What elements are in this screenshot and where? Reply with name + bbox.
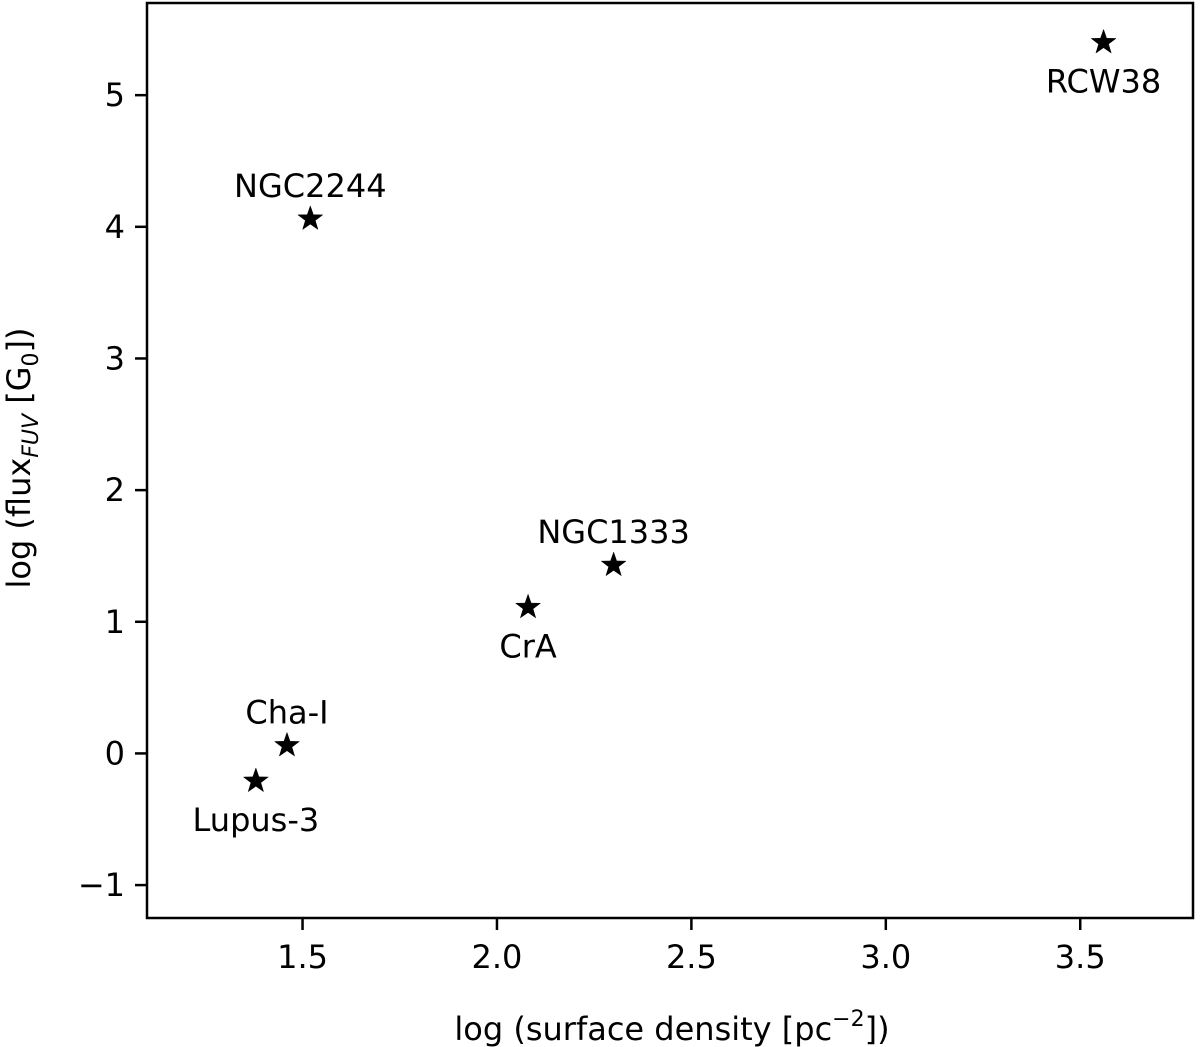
y-axis-label-main: log (flux	[0, 458, 38, 589]
x-tick-label: 3.0	[860, 938, 911, 976]
y-tick-label: 0	[105, 734, 125, 772]
plot-frame	[145, 1, 1195, 920]
data-point-label: Cha-I	[245, 694, 328, 732]
y-tick-label: 5	[105, 76, 125, 114]
data-point-label: NGC2244	[234, 167, 387, 205]
x-tick-label: 2.5	[666, 938, 717, 976]
data-point-star	[242, 767, 269, 793]
x-axis-label-tail: ])	[865, 1010, 890, 1047]
data-point-star	[600, 551, 627, 577]
y-tick-label: 1	[105, 603, 125, 641]
y-tick-label: 3	[105, 339, 125, 377]
data-point-label: RCW38	[1046, 62, 1161, 100]
y-tick-label: 4	[105, 208, 125, 246]
y-tick-label: −1	[78, 866, 125, 904]
y-axis-label-tail: ])	[0, 327, 38, 352]
y-axis-label-subscript-2: 0	[19, 352, 44, 366]
x-tick-label: 1.5	[277, 938, 328, 976]
data-point-label: NGC1333	[537, 513, 690, 551]
x-axis-label: log (surface density [pc−2])	[454, 1007, 889, 1047]
x-tick-label: 3.5	[1055, 938, 1106, 976]
y-axis-label-subscript: FUV	[19, 412, 44, 458]
plot-area: 1.5 2.0 2.5 3.0 3.5 −1 0 1 2 3 4 5 RCW38 NGC2244 NGC13…	[78, 1, 1195, 976]
x-tick-label: 2.0	[472, 938, 523, 976]
data-point-star	[273, 731, 301, 757]
data-point-star	[514, 593, 542, 619]
x-axis-label-main: log (surface density [pc	[454, 1010, 832, 1047]
data-point-star	[1090, 28, 1117, 54]
y-axis-label-mid: [G	[0, 366, 38, 413]
y-tick-label: 2	[105, 471, 125, 509]
data-point-star	[297, 205, 324, 231]
data-point-label: CrA	[499, 627, 557, 665]
data-point-label: Lupus-3	[193, 801, 320, 839]
x-axis-label-superscript: −2	[832, 1007, 864, 1032]
y-axis-label: log (fluxFUV [G0])	[0, 327, 44, 588]
